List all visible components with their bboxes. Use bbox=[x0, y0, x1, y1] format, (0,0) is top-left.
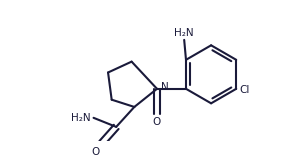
Text: H₂N: H₂N bbox=[71, 113, 91, 123]
Text: N: N bbox=[161, 82, 168, 92]
Text: O: O bbox=[92, 147, 100, 156]
Text: H₂N: H₂N bbox=[174, 28, 194, 38]
Text: Cl: Cl bbox=[240, 85, 250, 95]
Text: O: O bbox=[153, 117, 161, 127]
